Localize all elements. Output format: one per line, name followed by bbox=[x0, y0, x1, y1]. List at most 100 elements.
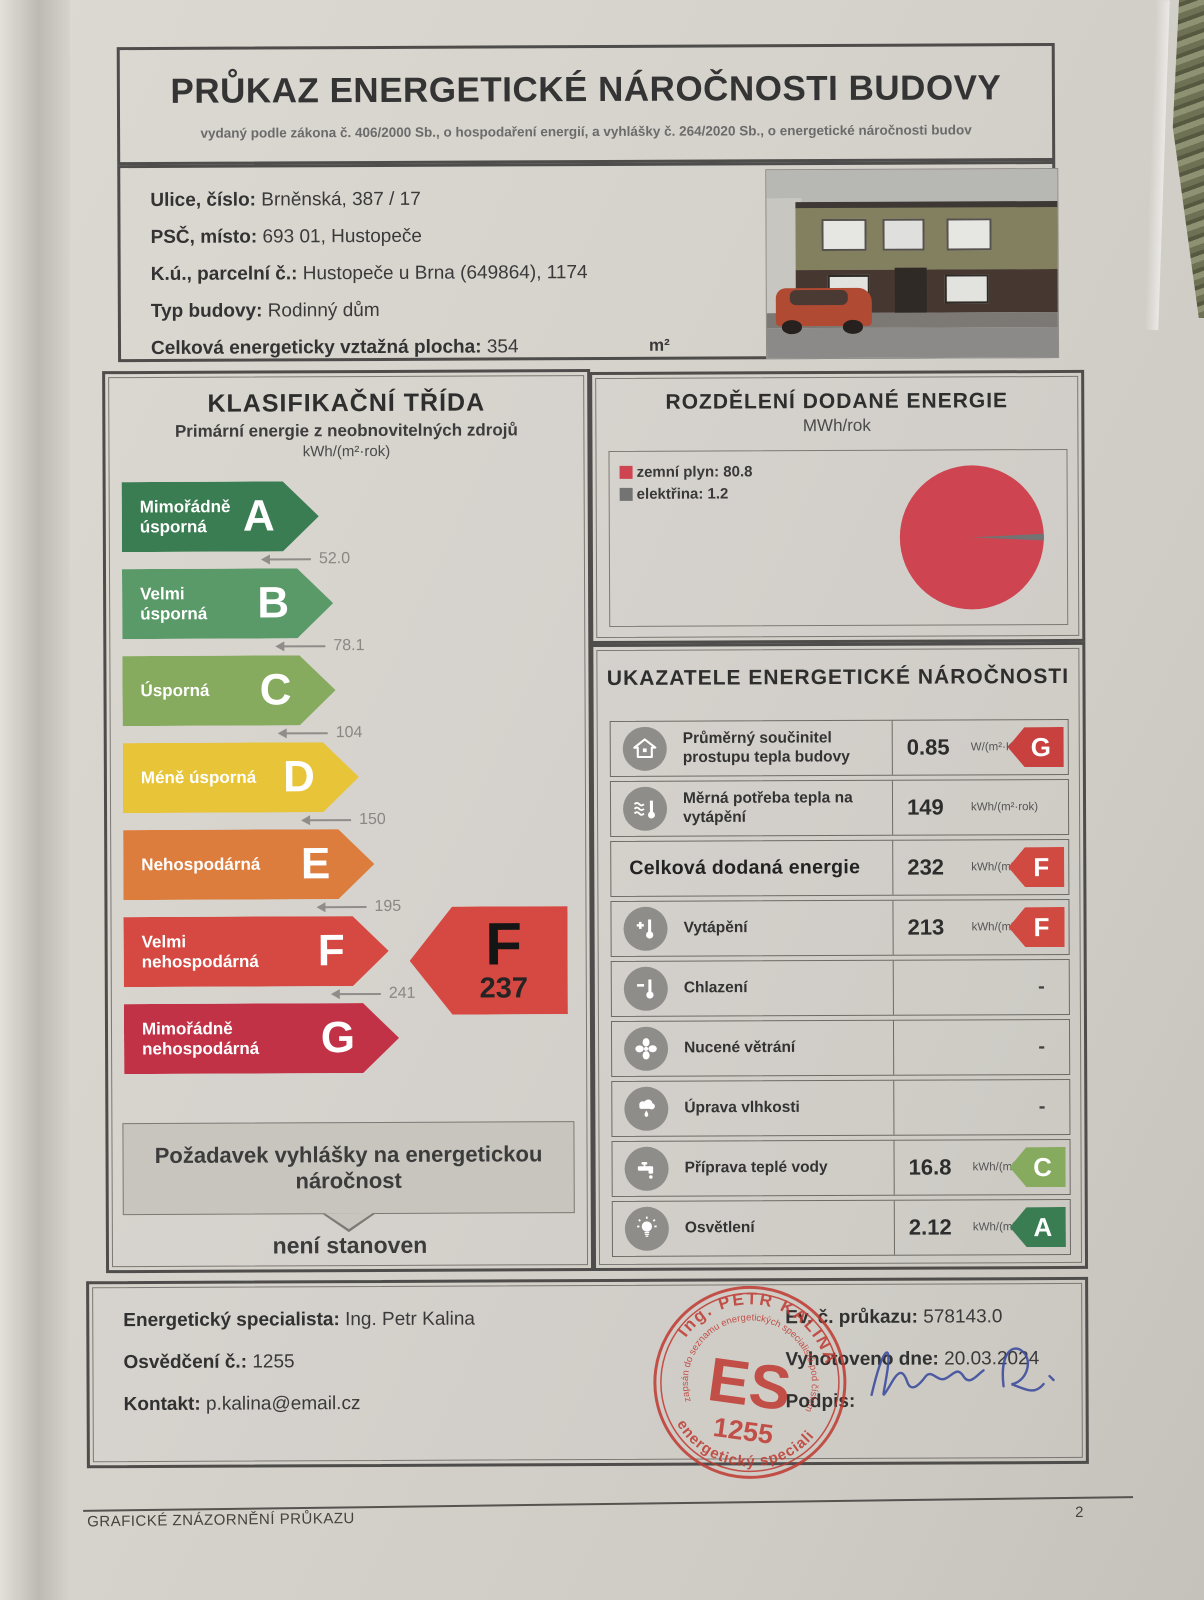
threshold-arrow-icon bbox=[305, 819, 352, 822]
class-arrow-c: Úsporná C bbox=[122, 655, 335, 726]
legend-item-electricity: elektřina: 1.2 bbox=[619, 485, 753, 503]
building-type: Typ budovy: Rodinný dům bbox=[151, 300, 380, 323]
indicators-panel: UKAZATELE ENERGETICKÉ NÁROČNOSTI Průměrn… bbox=[590, 641, 1089, 1272]
ventilation-icon bbox=[623, 1026, 669, 1071]
energy-split-unit: MWh/rok bbox=[802, 415, 871, 436]
indicator-row-lighting: Osvětlení 2.12 kWh/(m²·rok) A bbox=[611, 1198, 1071, 1257]
area-value: 354 bbox=[486, 336, 519, 358]
legend-item-gas: zemní plyn: 80.8 bbox=[619, 463, 753, 481]
indicator-row-hot-water: Příprava teplé vody 16.8 kWh/(m²·rok) C bbox=[611, 1138, 1071, 1197]
class-row-d: Méně úsporná D 150 bbox=[123, 741, 575, 830]
pie-legend: zemní plyn: 80.8 elektřina: 1.2 bbox=[619, 463, 753, 508]
class-letter: A bbox=[242, 491, 275, 541]
requirement-box: Požadavek vyhlášky na energetickou nároč… bbox=[122, 1121, 575, 1216]
area-unit: m² bbox=[648, 335, 670, 355]
city-value: 693 01, Hustopeče bbox=[262, 225, 423, 248]
indicators-title: UKAZATELE ENERGETICKÉ NÁROČNOSTI bbox=[606, 664, 1070, 690]
lighting-icon bbox=[624, 1206, 669, 1251]
indicator-row-cooling: Chlazení - bbox=[610, 958, 1070, 1017]
legend-label-gas: zemní plyn: 80.8 bbox=[636, 463, 753, 481]
threshold-arrow-icon bbox=[279, 645, 326, 648]
threshold-arrow-icon bbox=[264, 558, 311, 561]
energy-split-title: ROZDĚLENÍ DODANÉ ENERGIE bbox=[665, 389, 1009, 414]
indicator-label: Průměrný součinitel prostupu tepla budov… bbox=[682, 729, 850, 766]
classification-unit: kWh/(m²·rok) bbox=[302, 442, 391, 461]
requirement-title: Požadavek vyhlášky na energetickou nároč… bbox=[154, 1141, 543, 1194]
classification-title: KLASIFIKAČNÍ TŘÍDA bbox=[207, 388, 486, 418]
row-badge-3: F bbox=[1008, 907, 1064, 947]
current-class-letter: F bbox=[485, 910, 523, 978]
area-label: Celková energeticky vztažná plocha: bbox=[150, 336, 482, 359]
building-parcel: K.ú., parcelní č.: Hustopeče u Brna (649… bbox=[151, 262, 588, 286]
legend-swatch-gas bbox=[619, 465, 633, 479]
class-arrow-f: Velmi nehospodárná F bbox=[124, 916, 389, 987]
class-label: Mimořádně úsporná bbox=[139, 497, 231, 537]
threshold-a: 52.0 bbox=[264, 550, 350, 568]
heating-demand-icon bbox=[622, 786, 668, 831]
class-arrow-d: Méně úsporná D bbox=[123, 742, 359, 813]
row-badge-0: G bbox=[1008, 727, 1064, 767]
class-row-g: Mimořádně nehospodárná G bbox=[124, 1002, 576, 1091]
row-badge-7: C bbox=[1010, 1147, 1066, 1187]
pie-chart bbox=[899, 465, 1044, 610]
parcel-value: Hustopeče u Brna (649864), 1174 bbox=[302, 262, 588, 285]
indicator-value: 0.85 bbox=[906, 734, 950, 760]
stamp-monogram: ES bbox=[704, 1345, 795, 1425]
document-title: PRŮKAZ ENERGETICKÉ NÁROČNOSTI BUDOVY bbox=[170, 68, 1002, 111]
specialist-box: Energetický specialista: Ing. Petr Kalin… bbox=[86, 1265, 1089, 1480]
type-value: Rodinný dům bbox=[267, 299, 380, 322]
class-arrow-a: Mimořádně úsporná A bbox=[122, 481, 319, 552]
document-subtitle: vydaný podle zákona č. 406/2000 Sb., o h… bbox=[200, 122, 972, 141]
no-value-dash: - bbox=[1038, 1035, 1046, 1058]
specialist-cert-line: Osvědčení č.: 1255 bbox=[123, 1351, 295, 1374]
energy-split-panel: ROZDĚLENÍ DODANÉ ENERGIE MWh/rok zemní p… bbox=[589, 369, 1086, 645]
cooling-icon bbox=[623, 966, 668, 1011]
street-label: Ulice, číslo: bbox=[150, 189, 257, 211]
legend-label-electricity: elektřina: 1.2 bbox=[636, 485, 729, 503]
threshold-arrow-icon bbox=[320, 906, 367, 909]
threshold-d: 150 bbox=[305, 811, 386, 829]
class-row-c: Úsporná C 104 bbox=[122, 654, 574, 743]
parcel-label: K.ú., parcelní č.: bbox=[150, 263, 298, 285]
class-row-a: Mimořádně úsporná A 52.0 bbox=[122, 480, 574, 569]
row-badge-2: F bbox=[1008, 847, 1064, 887]
indicator-row-humidity: Úprava vlhkosti - bbox=[611, 1078, 1071, 1137]
classification-subtitle: Primární energie z neobnovitelných zdroj… bbox=[174, 420, 518, 441]
building-area: Celková energeticky vztažná plocha: 354 bbox=[151, 336, 519, 360]
row-badge-8: A bbox=[1010, 1207, 1066, 1247]
humidity-icon bbox=[624, 1086, 669, 1131]
requirement-value: není stanoven bbox=[272, 1231, 428, 1259]
handwritten-signature bbox=[853, 1324, 1063, 1420]
indicator-row-heat-transfer: Průměrný součinitel prostupu tepla budov… bbox=[609, 718, 1069, 777]
class-arrow-b: Velmi úsporná B bbox=[122, 568, 333, 639]
threshold-b: 78.1 bbox=[279, 637, 365, 655]
building-city: PSČ, místo: 693 01, Hustopeče bbox=[150, 226, 422, 249]
legend-swatch-electricity bbox=[619, 487, 633, 501]
page-number: 2 bbox=[1075, 1503, 1084, 1521]
class-row-e: Nehospodárná E 195 bbox=[123, 828, 575, 917]
indicator-row-heating: Vytápění 213 kWh/(m²·rok) F bbox=[610, 898, 1070, 957]
city-label: PSČ, místo: bbox=[150, 226, 258, 248]
pie-chart-box: zemní plyn: 80.8 elektřina: 1.2 bbox=[608, 448, 1069, 627]
hot-water-icon bbox=[624, 1146, 669, 1191]
building-street: Ulice, číslo: Brněnská, 387 / 17 bbox=[150, 189, 420, 212]
classification-panel: KLASIFIKAČNÍ TŘÍDA Primární energie z ne… bbox=[102, 369, 595, 1274]
footer-rule bbox=[83, 1496, 1134, 1512]
header-box: PRŮKAZ ENERGETICKÉ NÁROČNOSTI BUDOVY vyd… bbox=[116, 43, 1056, 166]
current-class-value: 237 bbox=[479, 972, 529, 1005]
threshold-arrow-icon bbox=[334, 992, 381, 996]
street-value: Brněnská, 387 / 17 bbox=[261, 188, 421, 211]
specialist-stamp: Ing. PETR KALINA zapsán do seznamu energ… bbox=[636, 1265, 863, 1505]
class-arrow-e: Nehospodárná E bbox=[123, 829, 374, 900]
indicator-row-heat-demand: Měrná potřeba tepla na vytápění 149 kWh/… bbox=[609, 778, 1070, 837]
threshold-f: 241 bbox=[334, 985, 416, 1003]
building-info-box: Ulice, číslo: Brněnská, 387 / 17 PSČ, mí… bbox=[117, 161, 1060, 363]
house-icon bbox=[622, 726, 667, 771]
no-value-dash: - bbox=[1038, 975, 1045, 998]
class-arrow-g: Mimořádně nehospodárná G bbox=[124, 1003, 399, 1074]
type-label: Typ budovy: bbox=[150, 300, 263, 322]
building-photo bbox=[765, 168, 1060, 360]
specialist-name-line: Energetický specialista: Ing. Petr Kalin… bbox=[123, 1308, 476, 1332]
threshold-arrow-icon bbox=[281, 732, 328, 735]
